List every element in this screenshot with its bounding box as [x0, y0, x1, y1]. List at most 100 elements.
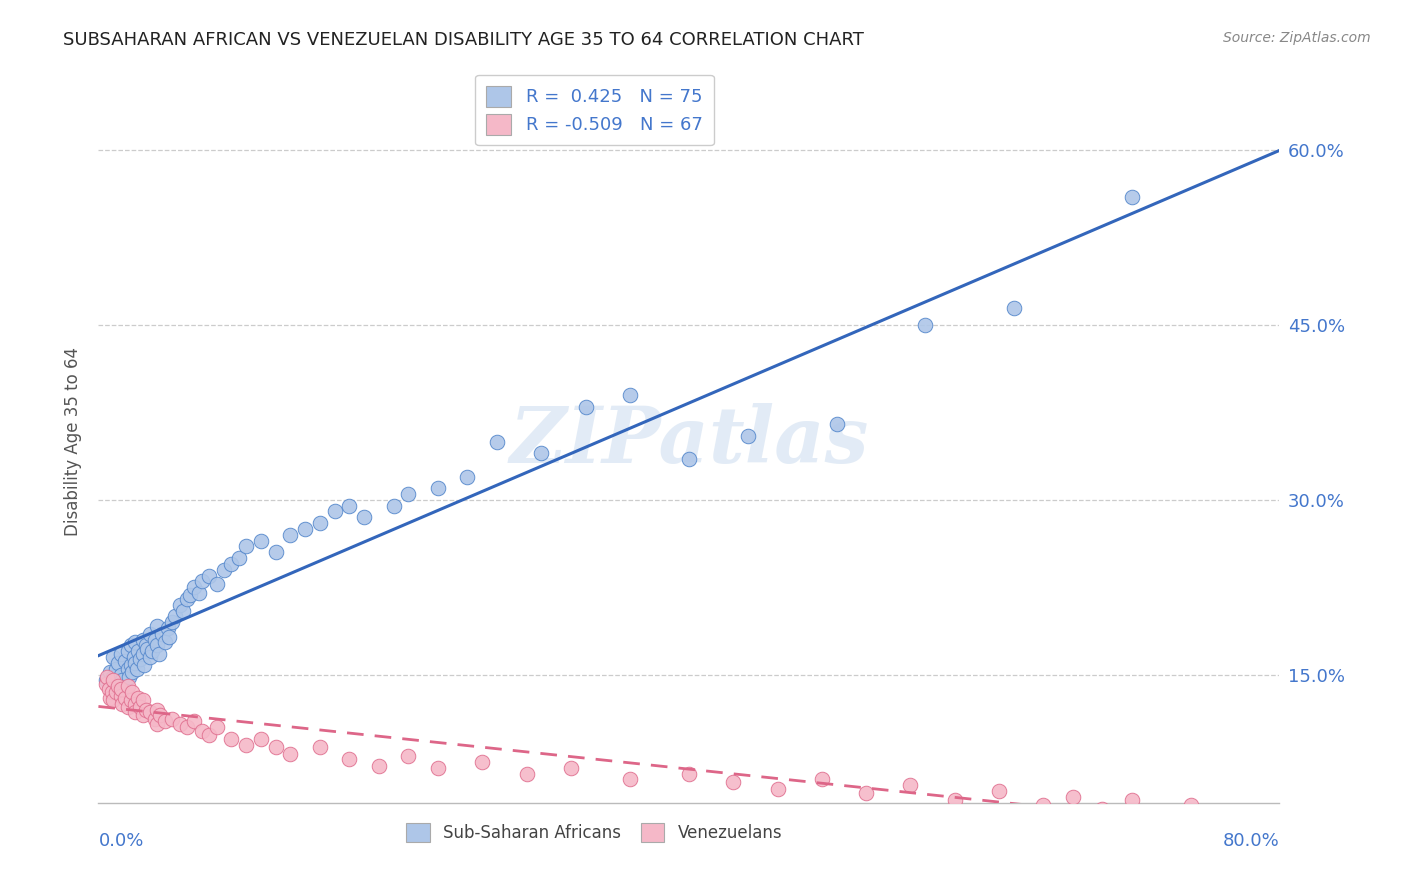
- Point: [149, 708, 172, 723]
- Point: [94, 673, 117, 688]
- Point: [221, 557, 243, 571]
- Point: [323, 504, 346, 518]
- Point: [120, 658, 142, 673]
- Point: [143, 632, 166, 647]
- Text: Source: ZipAtlas.com: Source: ZipAtlas.com: [1223, 31, 1371, 45]
- Point: [117, 644, 139, 658]
- Point: [855, 787, 877, 801]
- Point: [900, 778, 922, 792]
- Point: [139, 627, 162, 641]
- Point: [198, 728, 221, 742]
- Point: [339, 499, 361, 513]
- Point: [128, 652, 150, 666]
- Point: [114, 654, 136, 668]
- Point: [205, 576, 228, 591]
- Point: [560, 761, 582, 775]
- Point: [117, 700, 139, 714]
- Point: [221, 731, 243, 746]
- Point: [94, 677, 117, 691]
- Point: [172, 603, 194, 617]
- Point: [398, 487, 420, 501]
- Point: [141, 644, 163, 658]
- Point: [280, 528, 302, 542]
- Point: [103, 693, 125, 707]
- Point: [146, 716, 169, 731]
- Point: [205, 720, 228, 734]
- Y-axis label: Disability Age 35 to 64: Disability Age 35 to 64: [63, 347, 82, 536]
- Point: [1180, 798, 1202, 813]
- Point: [339, 751, 361, 765]
- Point: [228, 551, 250, 566]
- Point: [825, 417, 848, 431]
- Point: [179, 588, 201, 602]
- Legend: Sub-Saharan Africans, Venezuelans: Sub-Saharan Africans, Venezuelans: [399, 816, 789, 848]
- Point: [110, 667, 132, 681]
- Point: [124, 656, 146, 670]
- Point: [1091, 802, 1114, 816]
- Point: [191, 574, 214, 589]
- Point: [176, 591, 198, 606]
- Point: [97, 681, 120, 696]
- Point: [309, 739, 332, 754]
- Point: [153, 714, 176, 729]
- Point: [353, 510, 375, 524]
- Point: [127, 644, 149, 658]
- Point: [1062, 789, 1084, 804]
- Point: [235, 540, 257, 554]
- Point: [1032, 798, 1054, 813]
- Point: [107, 679, 129, 693]
- Point: [427, 761, 450, 775]
- Point: [132, 647, 155, 661]
- Point: [148, 647, 170, 661]
- Point: [98, 690, 121, 705]
- Point: [143, 712, 166, 726]
- Point: [110, 681, 132, 696]
- Point: [165, 609, 187, 624]
- Point: [264, 739, 287, 754]
- Point: [103, 673, 125, 688]
- Point: [250, 731, 273, 746]
- Point: [183, 580, 205, 594]
- Point: [98, 665, 121, 680]
- Point: [121, 665, 143, 680]
- Point: [139, 650, 162, 665]
- Point: [156, 621, 179, 635]
- Point: [427, 481, 450, 495]
- Point: [191, 723, 214, 738]
- Point: [1239, 805, 1261, 819]
- Point: [110, 689, 132, 703]
- Point: [117, 679, 139, 693]
- Point: [103, 650, 125, 665]
- Point: [162, 712, 183, 726]
- Point: [264, 545, 287, 559]
- Point: [1209, 814, 1232, 828]
- Point: [294, 522, 316, 536]
- Point: [810, 772, 832, 787]
- Point: [1121, 190, 1143, 204]
- Point: [122, 650, 145, 665]
- Text: ZIPatlas: ZIPatlas: [509, 403, 869, 480]
- Point: [169, 598, 191, 612]
- Point: [105, 662, 128, 676]
- Point: [118, 670, 141, 684]
- Point: [1150, 807, 1173, 822]
- Point: [187, 586, 209, 600]
- Point: [516, 766, 538, 780]
- Point: [120, 639, 142, 653]
- Point: [139, 705, 162, 719]
- Point: [737, 428, 759, 442]
- Point: [988, 784, 1011, 798]
- Point: [135, 639, 157, 653]
- Point: [153, 635, 176, 649]
- Point: [457, 469, 479, 483]
- Point: [280, 747, 302, 761]
- Point: [150, 627, 173, 641]
- Point: [125, 662, 148, 676]
- Point: [132, 693, 155, 707]
- Point: [114, 690, 136, 705]
- Point: [124, 635, 146, 649]
- Point: [575, 400, 598, 414]
- Point: [111, 697, 134, 711]
- Point: [309, 516, 332, 530]
- Point: [110, 647, 132, 661]
